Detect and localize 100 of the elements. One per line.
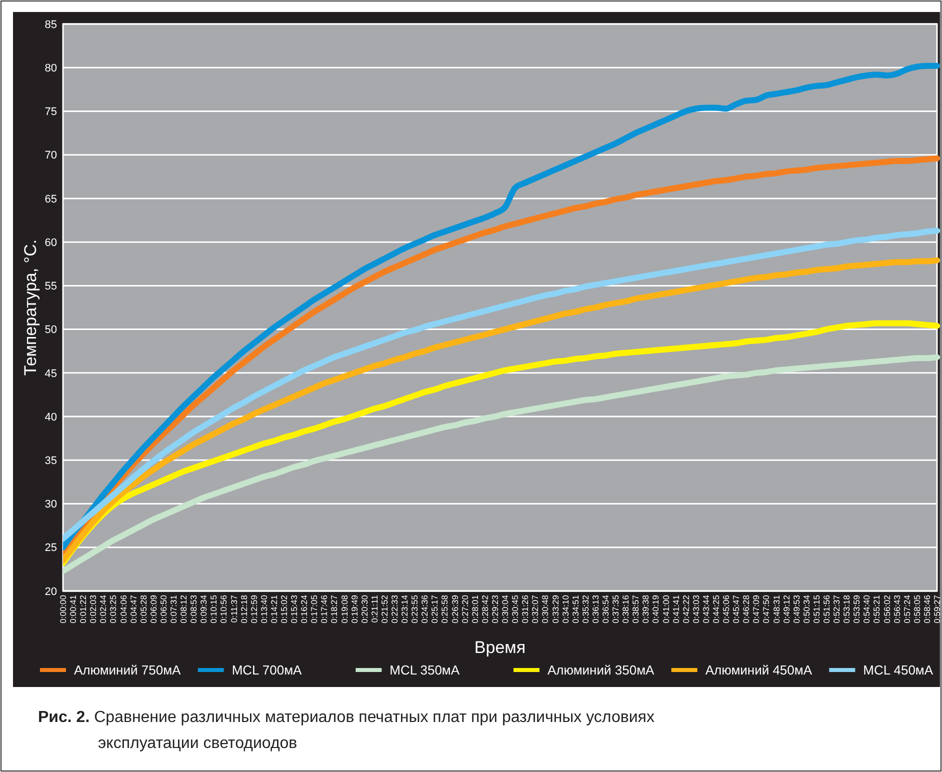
x-tick-label: 0:15:02 xyxy=(279,594,290,624)
x-tick-label: 0:08:53 xyxy=(188,594,199,624)
x-tick-label: 0:29:23 xyxy=(490,594,500,624)
x-tick-label: 0:47:09 xyxy=(751,594,762,624)
text: Рис. 2. xyxy=(38,709,90,726)
x-tick-label: 0:01:22 xyxy=(78,594,88,624)
x-tick-label: 0:04:06 xyxy=(118,594,128,624)
x-tick-label: 0:10:56 xyxy=(218,594,229,624)
x-tick-label: 0:03:25 xyxy=(108,594,118,624)
x-tick-label: 0:53:59 xyxy=(852,594,862,624)
x-tick-label: 0:04:47 xyxy=(128,594,138,624)
x-tick-label: 0:19:49 xyxy=(349,594,360,624)
x-tick-label: 0:18:27 xyxy=(329,594,340,624)
x-tick-label: 0:30:45 xyxy=(510,594,520,624)
x-tick-label: 0:41:41 xyxy=(670,594,681,624)
x-tick-label: 0:43:44 xyxy=(700,594,711,624)
x-tick-label: 0:17:05 xyxy=(309,594,320,624)
x-tick-label: 0:59:27 xyxy=(932,594,942,624)
y-tick-label: 65 xyxy=(44,193,57,206)
x-axis-title: Время xyxy=(474,638,526,657)
x-tick-label: 0:57:24 xyxy=(902,594,912,624)
x-tick-label: 0:20:30 xyxy=(359,594,370,624)
x-tick-label: 0:13:40 xyxy=(258,594,269,624)
x-tick-label: 0:06:50 xyxy=(158,594,168,624)
y-tick-label: 20 xyxy=(44,586,57,598)
x-tick-label: 0:37:35 xyxy=(610,594,621,624)
x-tick-label: 0:42:22 xyxy=(680,594,691,624)
x-tick-label: 0:34:51 xyxy=(570,594,580,624)
x-tick-label: 0:16:24 xyxy=(299,594,310,624)
x-tick-label: 0:21:11 xyxy=(369,594,380,623)
x-tick-label: 0:00:41 xyxy=(68,594,78,624)
x-tick-label: 0:21:52 xyxy=(379,594,390,624)
x-tick-label: 0:26:39 xyxy=(450,594,460,624)
x-tick-label: 0:19:08 xyxy=(339,594,350,624)
x-tick-label: 0:50:34 xyxy=(801,594,812,624)
x-tick-label: 0:10:15 xyxy=(208,594,219,624)
x-tick-label: 0:38:57 xyxy=(630,594,641,624)
x-tick-label: 0:45:06 xyxy=(721,594,732,624)
x-tick-label: 0:15:43 xyxy=(289,594,300,624)
y-tick-label: 35 xyxy=(44,455,57,468)
x-tick-label: 0:56:02 xyxy=(882,594,892,624)
text: Сравнение различных материалов печатных плат при различных условиях эксплуатации светодиодов xyxy=(90,709,654,752)
y-tick-label: 25 xyxy=(44,542,57,554)
y-tick-label: 75 xyxy=(44,106,57,118)
y-tick-label: 45 xyxy=(44,368,57,380)
x-tick-label: 0:11:37 xyxy=(228,594,239,623)
x-tick-label: 0:09:34 xyxy=(198,594,209,624)
x-tick-label: 0:51:15 xyxy=(811,594,822,624)
y-tick-label: 30 xyxy=(44,498,57,511)
x-tick-label: 0:00:00 xyxy=(58,594,68,624)
x-tick-label: 0:02:03 xyxy=(88,594,98,624)
x-tick-label: 0:08:12 xyxy=(178,594,189,624)
x-tick-label: 0:28:42 xyxy=(480,594,490,624)
x-tick-label: 0:52:37 xyxy=(832,594,842,624)
y-tick-label: 40 xyxy=(44,411,57,424)
y-tick-label: 80 xyxy=(44,62,57,74)
x-tick-label: 0:17:46 xyxy=(319,594,330,624)
x-tick-label: 0:33:29 xyxy=(550,594,560,624)
x-tick-label: 0:39:38 xyxy=(640,594,651,624)
x-tick-label: 0:43:03 xyxy=(690,594,701,624)
x-tick-label: 0:46:28 xyxy=(741,594,752,624)
x-tick-label: 0:47:50 xyxy=(761,594,772,624)
x-tick-label: 0:02:44 xyxy=(98,594,108,624)
x-tick-label: 0:45:47 xyxy=(731,594,742,624)
x-tick-label: 0:58:46 xyxy=(922,594,932,624)
x-tick-label: 0:06:09 xyxy=(148,594,158,624)
x-tick-label: 0:23:55 xyxy=(410,594,420,624)
x-tick-label: 0:31:26 xyxy=(520,594,530,624)
x-tick-label: 0:07:31 xyxy=(168,594,179,624)
x-tick-label: 0:41:00 xyxy=(660,594,671,624)
x-tick-label: 0:36:54 xyxy=(600,594,610,624)
x-tick-label: 0:30:48 xyxy=(540,594,550,624)
x-tick-label: 0:25:58 xyxy=(440,594,450,624)
x-tick-label: 0:48:31 xyxy=(771,594,782,624)
x-tick-label: 0:36:13 xyxy=(590,594,600,624)
x-tick-label: 0:22:33 xyxy=(390,594,400,624)
legend-label: MCL 700мА xyxy=(232,662,302,678)
x-tick-label: 0:12:18 xyxy=(238,594,249,624)
x-tick-label: 0:28:01 xyxy=(470,594,480,624)
x-tick-label: 0:38:16 xyxy=(620,594,631,624)
x-tick-label: 0:49:12 xyxy=(781,594,792,624)
x-tick-label: 0:53:18 xyxy=(842,594,852,624)
y-tick-label: 55 xyxy=(44,280,57,293)
x-tick-label: 0:56:43 xyxy=(892,594,902,624)
x-tick-label: 0:35:32 xyxy=(580,594,590,624)
legend-label: MCL 450мА xyxy=(863,662,934,678)
x-tick-label: 0:30:04 xyxy=(500,594,510,624)
legend-label: MCL 350мА xyxy=(390,662,460,678)
x-tick-label: 0:32:07 xyxy=(530,594,540,624)
x-tick-label: 0:27:20 xyxy=(460,594,470,624)
x-tick-label: 0:55:21 xyxy=(872,594,882,624)
x-tick-label: 0:24:36 xyxy=(420,594,430,624)
x-tick-label: 0:23:14 xyxy=(400,594,410,624)
legend-label: Алюминий 750мА xyxy=(74,662,181,678)
x-tick-label: 0:54:40 xyxy=(862,594,872,624)
legend-label: Алюминий 350мА xyxy=(548,662,654,678)
x-tick-label: 0:40:19 xyxy=(650,594,661,624)
x-tick-label: 0:44:25 xyxy=(710,594,721,624)
x-tick-label: 0:51:56 xyxy=(821,594,832,624)
y-axis-title: Температура, °C. xyxy=(21,239,40,376)
